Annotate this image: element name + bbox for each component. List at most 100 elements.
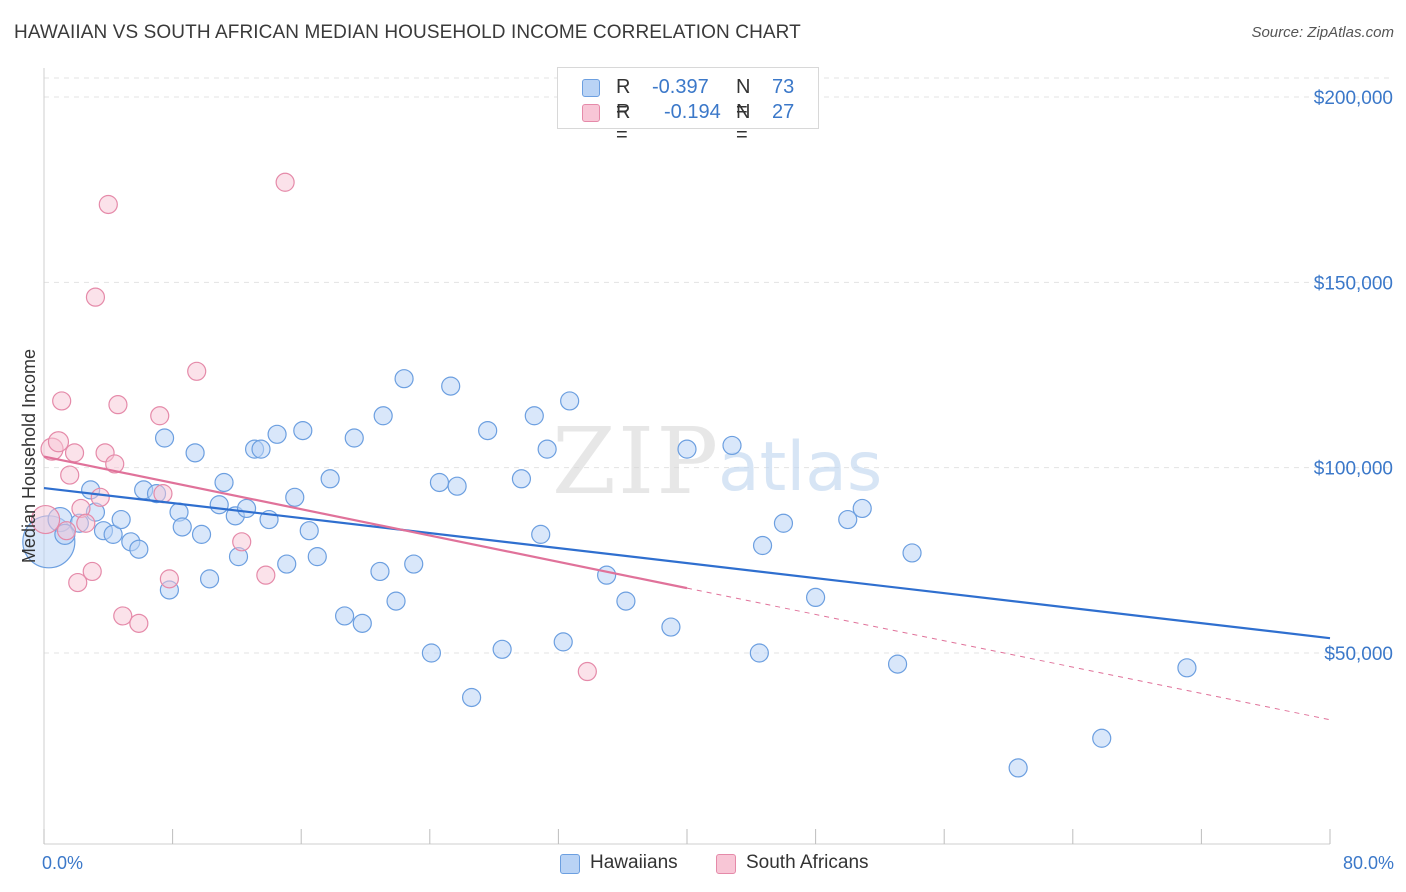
south-african-point: [90, 487, 110, 507]
hawaiian-point: [172, 517, 192, 537]
y-tick-label: $100,000: [1314, 459, 1393, 480]
south-african-point: [150, 406, 170, 426]
hawaiian-point: [597, 565, 617, 585]
legend-r-value: -0.194: [664, 101, 721, 123]
x-tick-label-max: 80.0%: [1343, 853, 1394, 873]
legend-r-value: -0.397: [652, 76, 709, 98]
hawaiian-point: [251, 439, 271, 459]
hawaiian-point: [1092, 728, 1112, 748]
south-african-point: [577, 661, 597, 682]
south-african-point: [232, 532, 252, 552]
hawaiian-point: [805, 587, 826, 608]
hawaiian-point: [447, 476, 467, 496]
bottom-legend-label-south-africans: South Africans: [746, 852, 869, 873]
hawaiian-point: [773, 513, 794, 533]
south-african-point: [47, 431, 70, 453]
south-african-point: [159, 569, 179, 589]
legend-r-label: R =: [616, 101, 631, 146]
y-tick-labels: $50,000 $100,000 $150,000 $200,000: [1314, 88, 1393, 665]
hawaiian-point: [293, 421, 313, 441]
hawaiian-point: [461, 687, 482, 708]
bottom-legend-swatch-south-africans: [716, 854, 736, 874]
bottom-legend-label-hawaiians: Hawaiians: [590, 852, 678, 873]
hawaiian-point: [887, 654, 908, 674]
chart-title: HAWAIIAN VS SOUTH AFRICAN MEDIAN HOUSEHO…: [14, 22, 801, 43]
hawaiian-point: [661, 617, 681, 637]
watermark-zip: ZIP: [552, 408, 720, 515]
trend-lines: [43, 455, 1331, 721]
watermark: ZIP atlas: [552, 408, 882, 515]
south-african-trend-line: [43, 455, 688, 590]
hawaiian-point: [749, 643, 769, 663]
bottom-legend-swatch-hawaiians: [560, 854, 580, 874]
y-tick-label: $200,000: [1314, 88, 1393, 109]
hawaiian-point: [838, 509, 858, 530]
hawaiian-point: [421, 643, 442, 663]
south-african-point: [105, 454, 125, 474]
hawaiian-point: [185, 443, 205, 463]
legend-n-value: 27: [772, 101, 795, 123]
hawaiian-point: [524, 406, 544, 426]
hawaiian-point: [902, 543, 922, 563]
source-label: Source: ZipAtlas.com: [1251, 24, 1394, 41]
south-african-point: [153, 484, 173, 504]
watermark-atlas: atlas: [718, 428, 882, 507]
legend-swatch-hawaiians: [582, 79, 600, 97]
hawaiian-point: [492, 639, 512, 659]
hawaiian-point: [129, 539, 149, 559]
south-african-point: [52, 391, 72, 411]
hawaiian-point: [441, 376, 461, 396]
hawaiian-point: [373, 406, 393, 426]
hawaiian-point: [616, 591, 636, 611]
south-african-point: [256, 565, 276, 585]
south-african-point: [275, 172, 295, 192]
hawaiian-point: [299, 521, 319, 541]
south-african-point: [56, 521, 77, 541]
hawaiian-point: [103, 524, 123, 544]
hawaiian-point: [344, 428, 364, 448]
hawaiian-point: [429, 472, 450, 493]
south-african-point: [113, 606, 133, 626]
hawaiian-point: [511, 469, 532, 489]
hawaiian-point: [199, 569, 220, 589]
south-african-trend-extension: [686, 587, 1331, 721]
hawaiian-point: [752, 535, 773, 556]
hawaiian-point: [1177, 658, 1197, 678]
south-african-point: [108, 395, 128, 415]
south-african-point: [98, 194, 118, 215]
legend-n-label: N =: [736, 76, 751, 121]
y-tick-label: $50,000: [1324, 644, 1393, 665]
hawaiian-trend-line: [43, 486, 1331, 640]
hawaiian-point: [394, 369, 414, 389]
hawaiian-point: [209, 495, 229, 515]
hawaiian-point: [277, 554, 297, 574]
legend-swatch-south-africans: [582, 104, 600, 122]
hawaiian-point: [386, 591, 406, 611]
legend-n-label: N =: [736, 101, 751, 146]
hawaiian-point: [722, 435, 742, 456]
south-african-point: [31, 504, 61, 535]
south-african-point: [82, 561, 102, 582]
hawaiian-point: [531, 524, 551, 544]
hawaiian-point: [1008, 758, 1028, 778]
hawaiian-point: [478, 421, 498, 441]
south-african-point: [76, 513, 96, 533]
hawaiian-point: [537, 439, 557, 459]
hawaiian-point: [285, 487, 305, 507]
x-tick-label-min: 0.0%: [42, 853, 83, 873]
south-african-point: [60, 465, 80, 485]
south-african-point: [85, 287, 106, 307]
data-points: [22, 172, 1197, 778]
y-axis-label: Median Household Income: [19, 349, 39, 563]
hawaiian-point: [154, 428, 175, 448]
south-african-point: [64, 443, 85, 463]
hawaiian-point: [852, 498, 872, 519]
south-african-point: [187, 361, 207, 381]
hawaiian-point: [553, 632, 573, 652]
hawaiian-point: [560, 391, 580, 411]
hawaiian-point: [335, 606, 355, 626]
stats-legend: R = -0.397 N = 73 R = -0.194 N = 27: [557, 67, 819, 146]
hawaiian-point: [352, 613, 372, 633]
hawaiian-point: [236, 498, 257, 519]
legend-r-label: R =: [616, 76, 631, 121]
